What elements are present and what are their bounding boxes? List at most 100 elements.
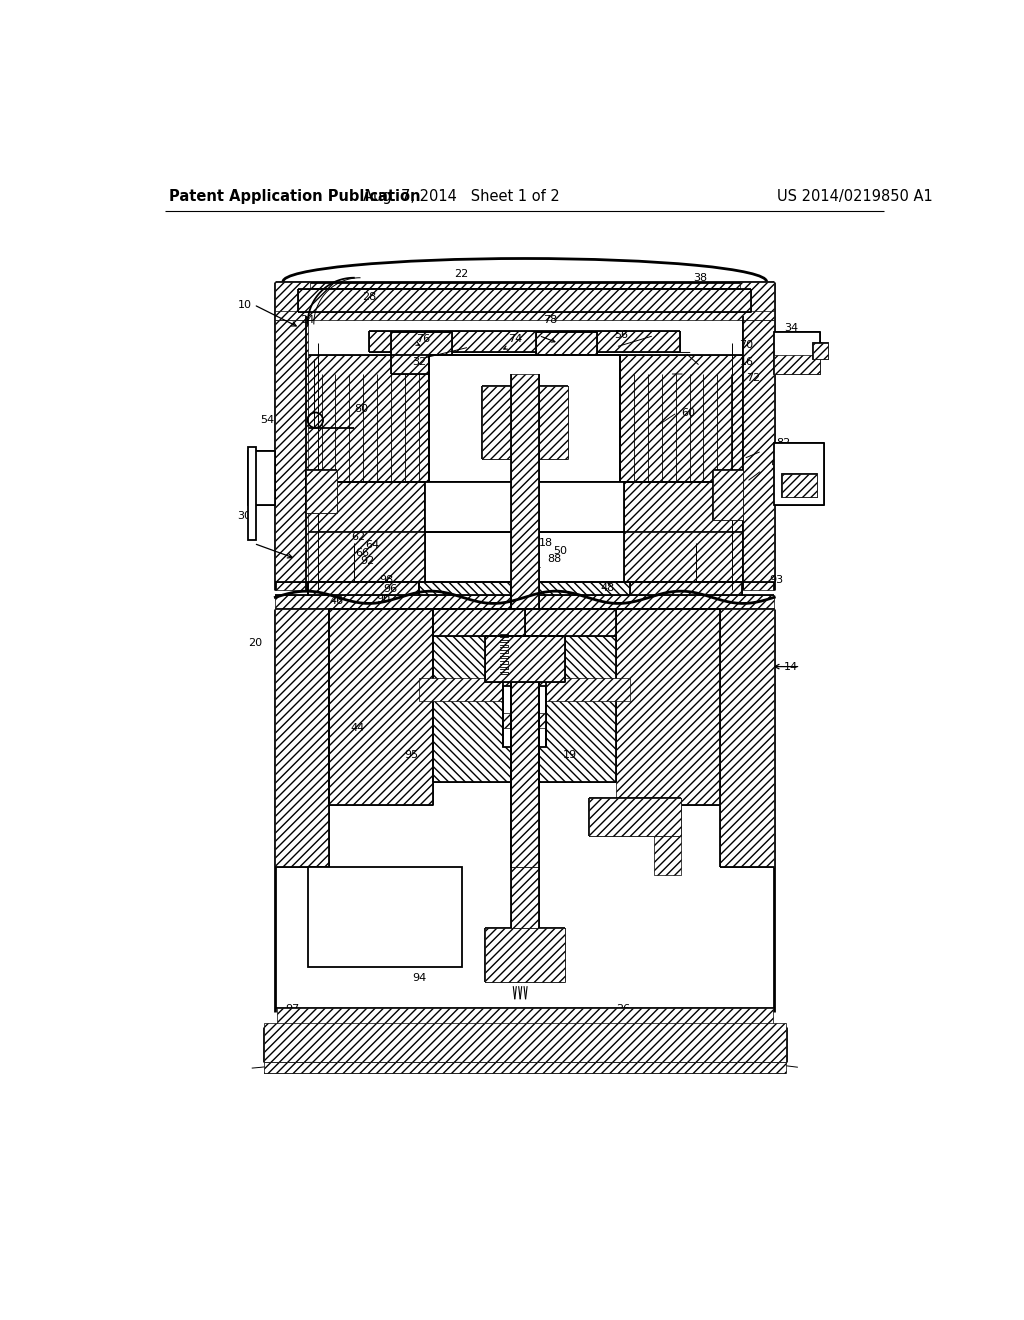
Text: 10: 10 bbox=[238, 300, 252, 310]
Bar bbox=[625, 482, 743, 532]
Bar bbox=[306, 355, 429, 482]
Text: 84: 84 bbox=[527, 561, 541, 572]
Bar bbox=[774, 444, 824, 506]
Text: 14: 14 bbox=[784, 661, 799, 672]
Bar bbox=[433, 609, 616, 781]
Bar bbox=[481, 385, 568, 459]
Text: 78: 78 bbox=[543, 315, 557, 325]
Text: 74: 74 bbox=[509, 334, 522, 345]
Bar bbox=[503, 713, 547, 729]
Bar bbox=[774, 355, 820, 374]
Bar bbox=[713, 470, 743, 520]
Bar bbox=[298, 289, 752, 313]
Bar bbox=[275, 321, 307, 582]
Bar bbox=[589, 797, 681, 836]
Text: 70: 70 bbox=[739, 339, 754, 350]
Text: US 2014/0219850 A1: US 2014/0219850 A1 bbox=[777, 189, 933, 203]
Text: 54: 54 bbox=[260, 416, 274, 425]
Text: 50: 50 bbox=[553, 546, 567, 556]
Bar bbox=[429, 355, 621, 482]
Bar bbox=[433, 609, 524, 636]
Bar bbox=[419, 678, 526, 701]
Text: 24: 24 bbox=[300, 315, 314, 325]
Text: Patent Application Publication: Patent Application Publication bbox=[169, 189, 421, 203]
Bar bbox=[813, 343, 828, 359]
Bar bbox=[654, 836, 681, 875]
Bar bbox=[524, 609, 616, 636]
Text: 44: 44 bbox=[350, 723, 365, 733]
Text: 34: 34 bbox=[784, 323, 799, 333]
Text: 62: 62 bbox=[351, 532, 366, 543]
Bar bbox=[631, 582, 742, 667]
Bar bbox=[276, 1007, 773, 1027]
Bar bbox=[511, 374, 539, 789]
Text: 16: 16 bbox=[739, 358, 754, 367]
Bar bbox=[616, 609, 720, 805]
Text: Fig-1: Fig-1 bbox=[485, 1034, 564, 1061]
Bar bbox=[631, 678, 703, 721]
Bar bbox=[782, 474, 816, 498]
Bar bbox=[306, 532, 425, 582]
Bar bbox=[275, 281, 310, 321]
Text: 56: 56 bbox=[614, 330, 628, 341]
Bar bbox=[813, 343, 828, 359]
Text: 66: 66 bbox=[355, 548, 370, 557]
Bar bbox=[264, 1061, 785, 1073]
Bar bbox=[419, 582, 523, 678]
Bar bbox=[425, 482, 625, 532]
Text: 80: 80 bbox=[354, 404, 369, 413]
Text: 60: 60 bbox=[681, 408, 695, 417]
Bar bbox=[743, 313, 774, 590]
Bar bbox=[346, 678, 419, 721]
Text: 86: 86 bbox=[516, 552, 530, 562]
Bar bbox=[511, 609, 539, 867]
Bar bbox=[621, 355, 743, 482]
Text: 28: 28 bbox=[362, 292, 377, 302]
Bar bbox=[307, 582, 419, 667]
Text: 30: 30 bbox=[238, 511, 252, 521]
Text: 22: 22 bbox=[455, 269, 469, 279]
Text: 97: 97 bbox=[285, 1005, 299, 1014]
Text: 72: 72 bbox=[745, 372, 760, 383]
Text: 96: 96 bbox=[383, 583, 397, 594]
Bar bbox=[306, 482, 425, 532]
Text: 18: 18 bbox=[540, 539, 553, 548]
Text: 64: 64 bbox=[366, 540, 380, 550]
Bar bbox=[511, 582, 539, 678]
Text: 38: 38 bbox=[693, 273, 708, 282]
Text: 36: 36 bbox=[809, 342, 823, 352]
Text: 93: 93 bbox=[769, 576, 783, 585]
Bar bbox=[720, 609, 774, 867]
Bar bbox=[275, 313, 306, 590]
Text: 98: 98 bbox=[379, 574, 393, 585]
Text: 58: 58 bbox=[770, 462, 784, 471]
Bar bbox=[249, 451, 275, 506]
Bar bbox=[275, 312, 774, 321]
Bar bbox=[264, 1023, 785, 1061]
Text: 90: 90 bbox=[376, 594, 390, 603]
Text: 32: 32 bbox=[413, 358, 426, 367]
Bar bbox=[391, 331, 453, 374]
Text: 19: 19 bbox=[562, 750, 577, 760]
Bar bbox=[774, 331, 820, 374]
Bar bbox=[249, 447, 256, 540]
Bar bbox=[511, 582, 539, 678]
Text: 94: 94 bbox=[413, 973, 426, 983]
Text: 82: 82 bbox=[776, 438, 791, 449]
Bar bbox=[346, 721, 703, 747]
Text: Aug. 7, 2014   Sheet 1 of 2: Aug. 7, 2014 Sheet 1 of 2 bbox=[364, 189, 560, 203]
Text: 48: 48 bbox=[601, 583, 615, 593]
Bar bbox=[307, 867, 462, 966]
Bar bbox=[511, 609, 539, 867]
Bar bbox=[536, 331, 597, 374]
Bar bbox=[330, 609, 433, 805]
Bar bbox=[370, 331, 680, 352]
Text: 68: 68 bbox=[248, 482, 262, 492]
Text: 92: 92 bbox=[360, 556, 375, 566]
Bar bbox=[511, 867, 539, 928]
Text: 95: 95 bbox=[404, 750, 419, 760]
Bar bbox=[484, 928, 565, 982]
Bar bbox=[306, 470, 337, 512]
Bar bbox=[742, 321, 774, 582]
Bar bbox=[275, 281, 774, 313]
